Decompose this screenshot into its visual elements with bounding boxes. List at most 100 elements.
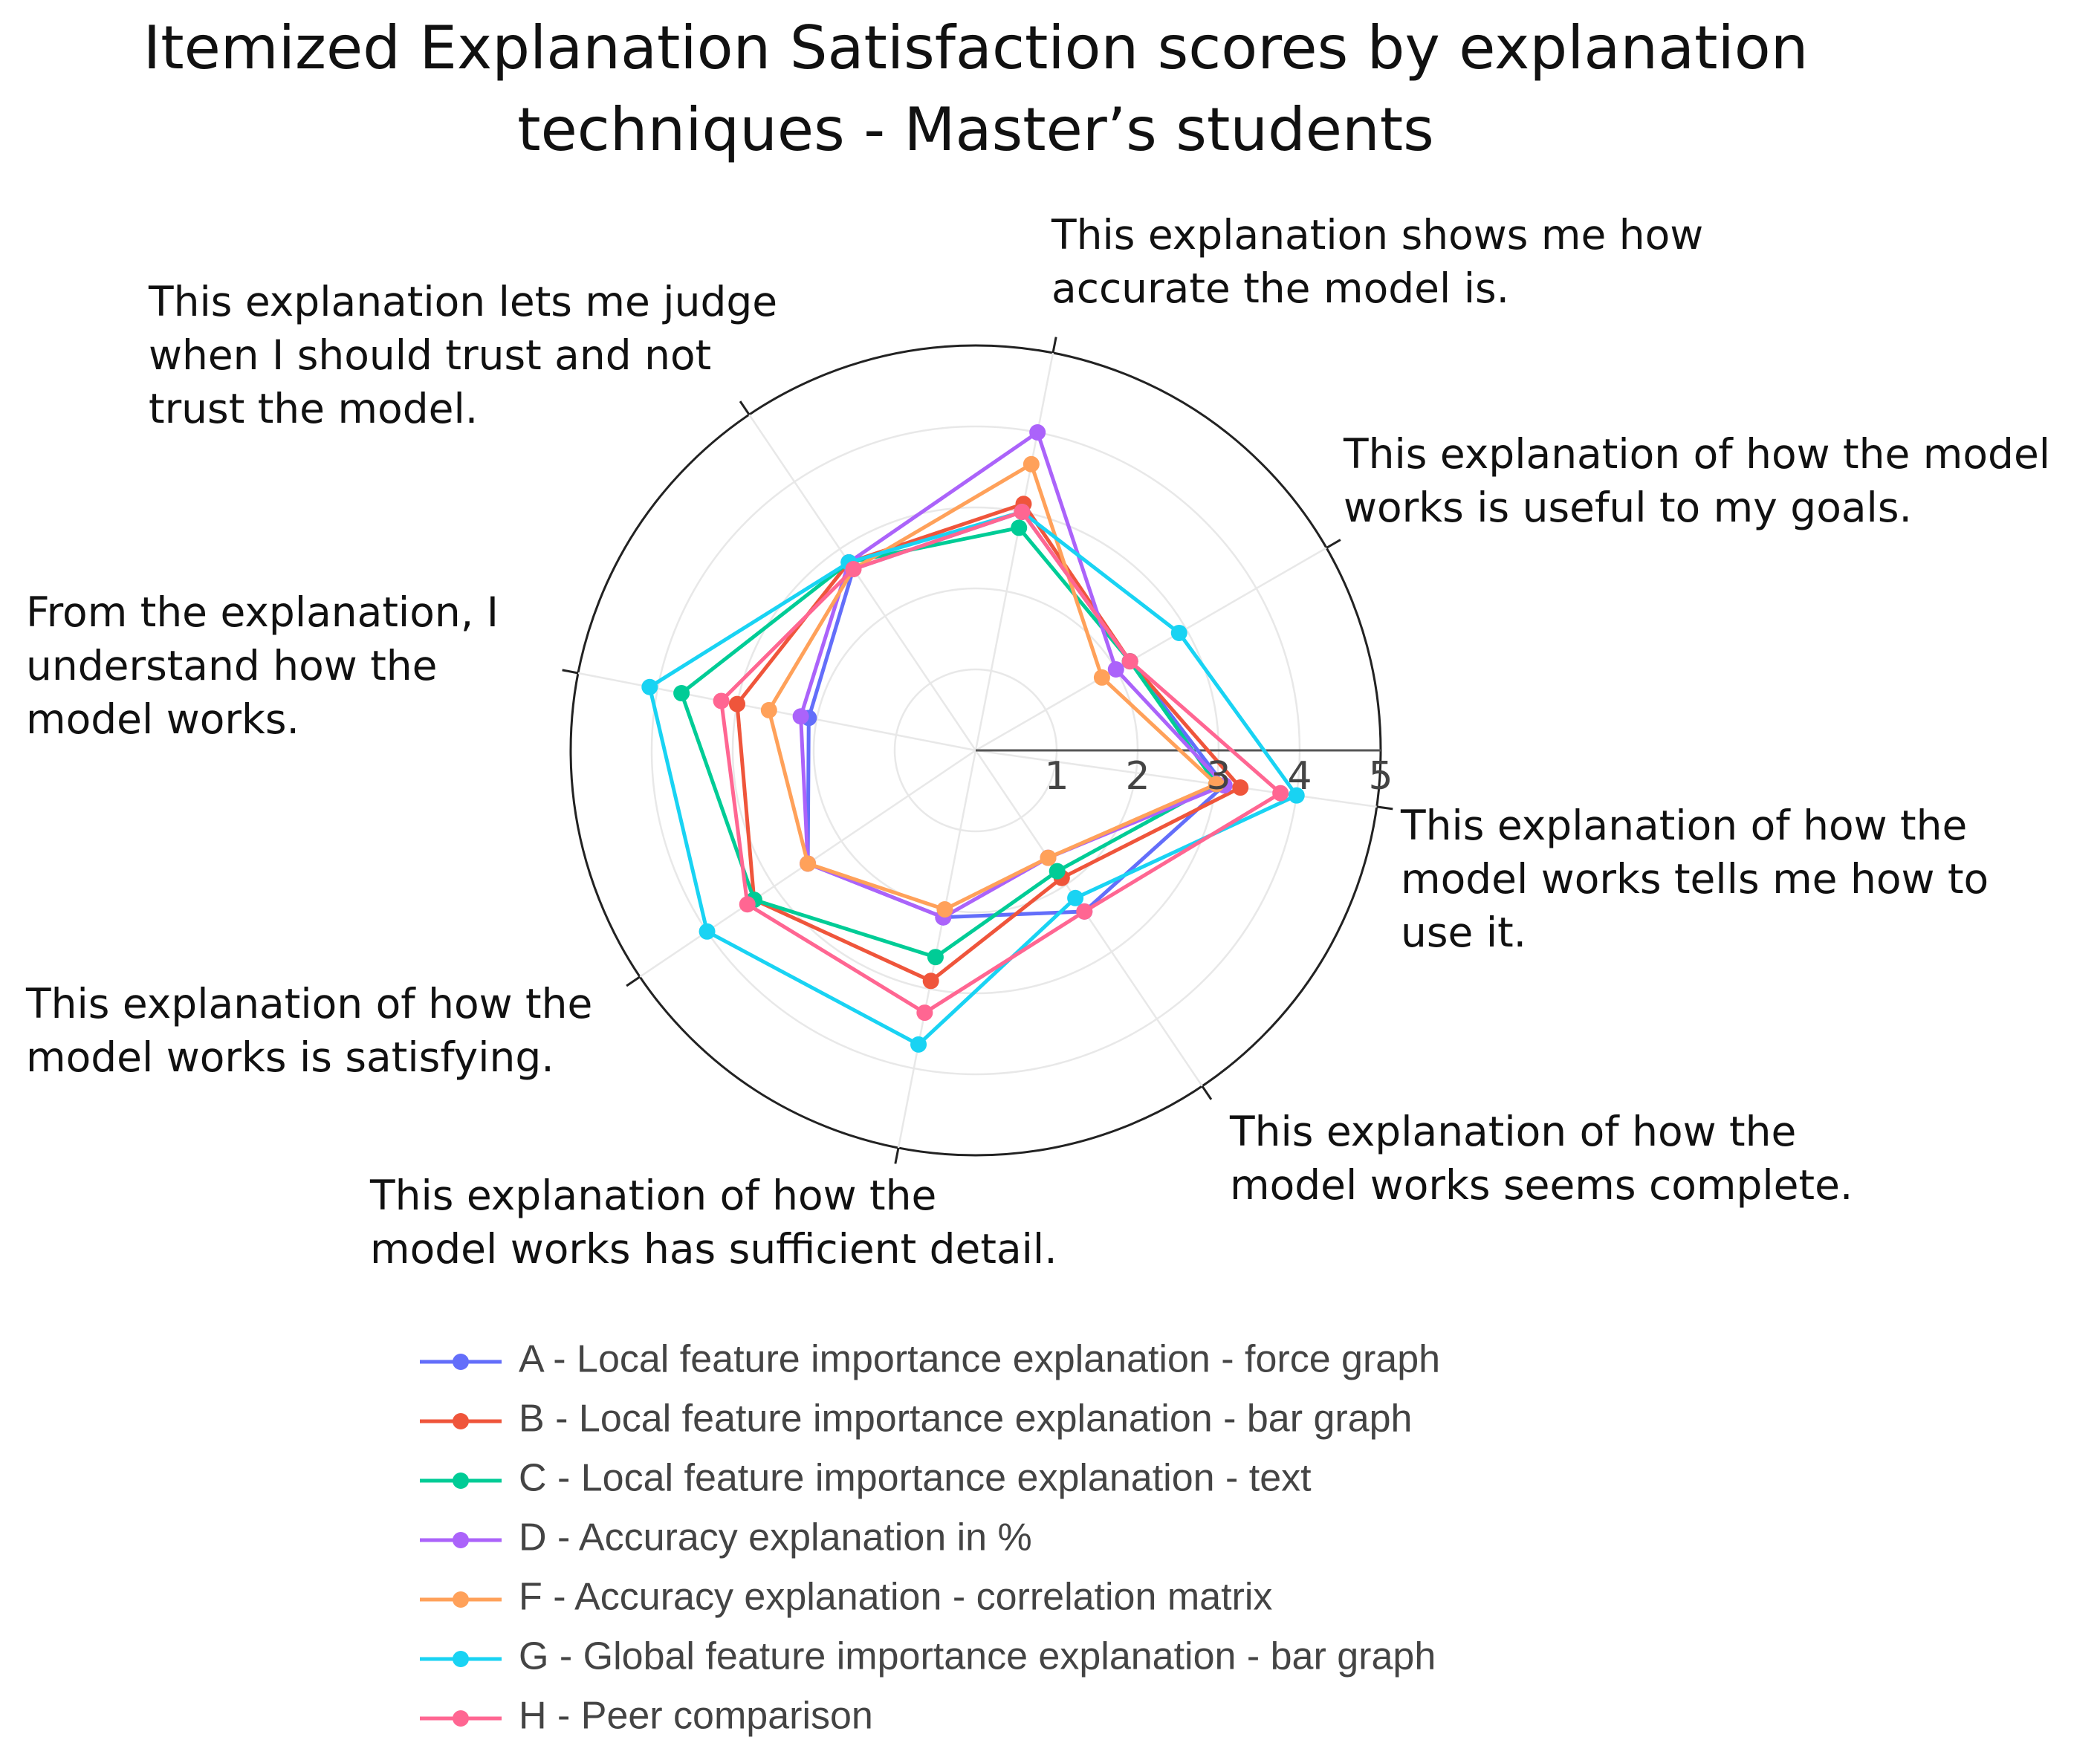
axis-category-label: This explanation of how the <box>369 1172 936 1219</box>
series-point[interactable] <box>1107 661 1124 678</box>
angular-spoke <box>748 414 977 751</box>
radial-tick-label: 3 <box>1206 754 1231 799</box>
angular-tick <box>562 669 579 675</box>
angular-tick <box>1376 805 1393 811</box>
legend-label: H - Peer comparison <box>519 1695 873 1738</box>
radial-ticks: 1 2 3 4 5 <box>1044 754 1393 799</box>
series-2[interactable] <box>673 519 1225 966</box>
axis-category-label: This explanation of how the <box>25 980 592 1027</box>
radial-tick-label: 1 <box>1044 754 1069 799</box>
legend-item[interactable]: D - Accuracy explanation in % <box>420 1516 1032 1559</box>
series-point[interactable] <box>1121 653 1138 670</box>
series-point[interactable] <box>792 708 809 725</box>
axis-category-label: This explanation of how the model <box>1343 430 2050 478</box>
legend-label: C - Local feature importance explanation… <box>519 1457 1312 1500</box>
axis-category-label: This explanation of how the <box>1400 802 1967 849</box>
legend-item[interactable]: A - Local feature importance explanation… <box>420 1338 1440 1381</box>
angular-tick <box>1051 337 1057 354</box>
angular-spoke <box>975 547 1327 752</box>
legend-item[interactable]: C - Local feature importance explanation… <box>420 1457 1312 1500</box>
axis-category-label: accurate the model is. <box>1051 264 1509 312</box>
radial-tick-label: 5 <box>1368 754 1393 799</box>
series-point[interactable] <box>845 561 862 578</box>
axis-category-label: This explanation shows me how <box>1051 211 1703 259</box>
legend-swatch-marker <box>453 1651 469 1667</box>
legend-label: G - Global feature importance explanatio… <box>519 1635 1436 1678</box>
series-point[interactable] <box>760 701 777 718</box>
axis-labels: This explanation of how the model works t… <box>25 211 2050 1273</box>
series-5[interactable] <box>641 504 1305 1053</box>
series-point[interactable] <box>916 1004 933 1022</box>
series-point[interactable] <box>910 1036 927 1053</box>
angular-tick <box>894 1147 900 1164</box>
series-point[interactable] <box>1208 776 1225 793</box>
chart-title: Itemized Explanation Satisfaction scores… <box>143 13 1809 164</box>
series-layer <box>641 424 1305 1053</box>
axis-category-label: model works seems complete. <box>1230 1161 1853 1209</box>
radial-tick-label: 2 <box>1125 754 1150 799</box>
legend[interactable]: A - Local feature importance explanation… <box>420 1338 1440 1738</box>
axis-category-label: understand how the <box>26 642 438 689</box>
axis-category-label: works is useful to my goals. <box>1344 484 1912 531</box>
series-point[interactable] <box>1272 785 1289 802</box>
series-6[interactable] <box>713 504 1289 1022</box>
axis-category-label: model works. <box>26 695 299 743</box>
series-point[interactable] <box>713 692 730 710</box>
series-point[interactable] <box>1014 504 1031 521</box>
angular-spoke <box>975 749 1377 808</box>
legend-item[interactable]: B - Local feature importance explanation… <box>420 1397 1412 1441</box>
legend-item[interactable]: F - Accuracy explanation - correlation m… <box>420 1576 1272 1619</box>
series-point[interactable] <box>673 685 690 702</box>
angular-tick <box>739 400 751 416</box>
axis-category-label: model works has sufficient detail. <box>370 1225 1057 1273</box>
legend-item[interactable]: G - Global feature importance explanatio… <box>420 1635 1436 1678</box>
series-point[interactable] <box>1170 624 1187 641</box>
legend-swatch-marker <box>453 1473 469 1489</box>
chart-title-line: Itemized Explanation Satisfaction scores… <box>143 13 1809 82</box>
series-point[interactable] <box>1232 779 1249 796</box>
series-point[interactable] <box>1040 849 1057 866</box>
legend-label: A - Local feature importance explanation… <box>519 1338 1440 1381</box>
axis-category-label: This explanation lets me judge <box>148 278 777 325</box>
radial-tick-label: 4 <box>1287 754 1312 799</box>
series-point[interactable] <box>1093 669 1110 686</box>
series-point[interactable] <box>641 678 658 695</box>
series-point[interactable] <box>1029 424 1046 441</box>
axis-category-label: model works is satisfying. <box>26 1033 554 1081</box>
angular-tick <box>626 975 641 987</box>
series-point[interactable] <box>800 855 817 872</box>
series-point[interactable] <box>1023 455 1040 473</box>
axis-category-label: trust the model. <box>149 385 478 432</box>
series-point[interactable] <box>936 900 953 918</box>
series-line[interactable] <box>719 510 1282 1015</box>
legend-swatch-marker <box>453 1710 469 1727</box>
series-point[interactable] <box>1067 889 1084 906</box>
series-point[interactable] <box>729 695 746 712</box>
legend-swatch-marker <box>453 1413 469 1429</box>
series-3[interactable] <box>792 424 1233 926</box>
legend-label: D - Accuracy explanation in % <box>519 1516 1032 1559</box>
series-point[interactable] <box>1049 863 1066 880</box>
legend-label: F - Accuracy explanation - correlation m… <box>519 1576 1272 1619</box>
legend-swatch-marker <box>453 1354 469 1370</box>
angular-spoke <box>974 352 1054 751</box>
axis-category-label: This explanation of how the <box>1229 1108 1796 1155</box>
series-point[interactable] <box>739 896 756 913</box>
series-point[interactable] <box>699 923 716 940</box>
legend-item[interactable]: H - Peer comparison <box>420 1695 873 1738</box>
series-point[interactable] <box>927 949 944 966</box>
angular-tick <box>1326 539 1341 549</box>
chart-title-line: techniques - Master’s students <box>517 95 1434 164</box>
series-point[interactable] <box>1076 903 1093 920</box>
series-point[interactable] <box>1288 787 1305 804</box>
axis-category-label: From the explanation, I <box>26 588 499 636</box>
angular-tick <box>1201 1085 1213 1100</box>
axis-category-label: use it. <box>1401 909 1526 956</box>
series-point[interactable] <box>1011 519 1028 536</box>
legend-swatch-marker <box>453 1532 469 1548</box>
polar-grid <box>562 337 1393 1164</box>
legend-swatch-marker <box>453 1591 469 1608</box>
series-point[interactable] <box>922 973 939 990</box>
series-line[interactable] <box>647 510 1298 1047</box>
